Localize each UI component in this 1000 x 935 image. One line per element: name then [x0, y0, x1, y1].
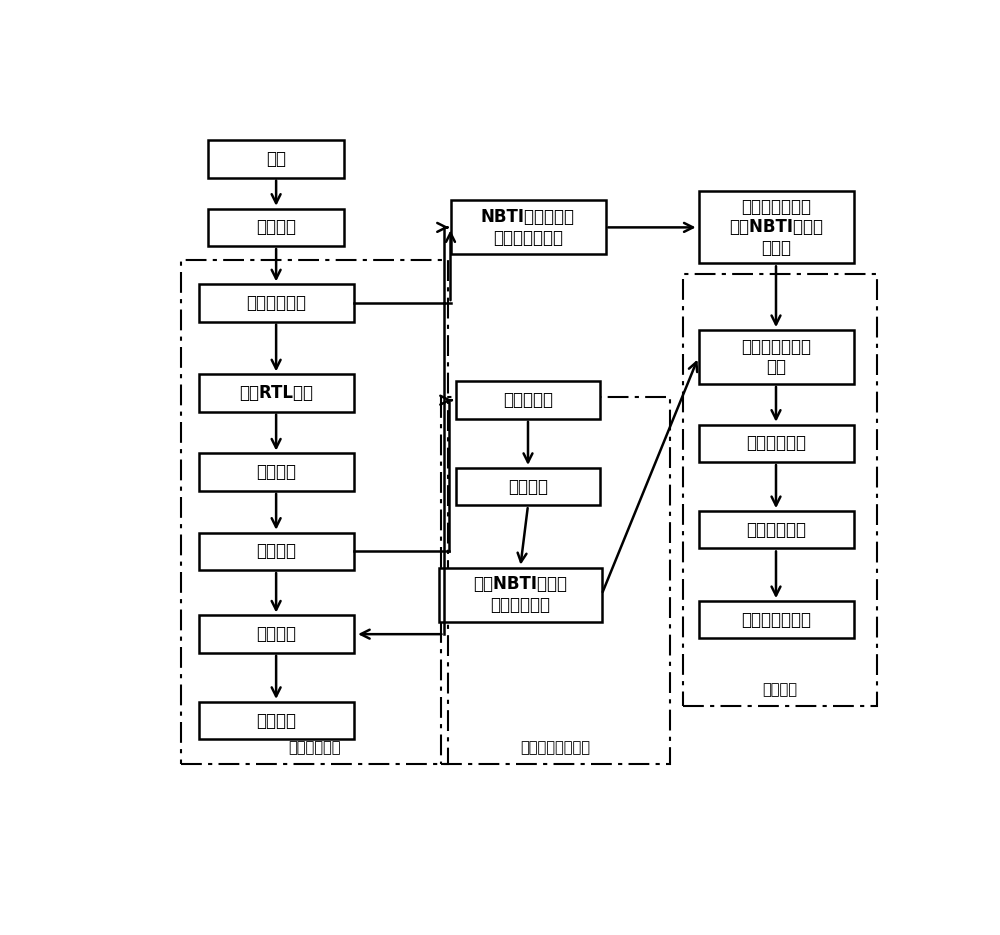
Text: 综合后网表（温
度、NBTI、工作
电压）: 综合后网表（温 度、NBTI、工作 电压）: [729, 197, 823, 257]
Text: 经过NBTI老化后
的延时退化量: 经过NBTI老化后 的延时退化量: [473, 575, 567, 614]
Bar: [456, 468, 600, 505]
Text: 更新的电路网表: 更新的电路网表: [741, 611, 811, 628]
Bar: [698, 192, 854, 264]
Text: 静态时序分析: 静态时序分析: [746, 435, 806, 453]
Bar: [456, 381, 600, 419]
Bar: [199, 374, 354, 411]
Text: 时序分析: 时序分析: [762, 683, 797, 698]
Bar: [451, 200, 606, 254]
Text: 工艺库文件: 工艺库文件: [503, 391, 553, 410]
Text: 单元特征: 单元特征: [508, 478, 548, 496]
Bar: [208, 209, 344, 246]
Bar: [698, 330, 854, 384]
Bar: [181, 260, 448, 764]
Text: 工作负载信号: 工作负载信号: [246, 294, 306, 312]
Text: 关键路径提取: 关键路径提取: [746, 521, 806, 539]
Bar: [683, 274, 877, 706]
Bar: [698, 511, 854, 549]
Text: NBTI老化信息、
温度、工作电压: NBTI老化信息、 温度、工作电压: [481, 208, 575, 247]
Bar: [441, 396, 670, 764]
Text: 门级列表: 门级列表: [256, 542, 296, 560]
Bar: [199, 533, 354, 570]
Bar: [199, 702, 354, 740]
Bar: [199, 453, 354, 491]
Text: 电路: 电路: [266, 150, 286, 168]
Text: 电路RTL代码: 电路RTL代码: [239, 384, 313, 402]
Bar: [698, 601, 854, 639]
Bar: [199, 615, 354, 653]
Text: 性能仿真: 性能仿真: [256, 219, 296, 237]
Bar: [199, 284, 354, 322]
Text: 逻辑仿真: 逻辑仿真: [256, 626, 296, 643]
Text: 信号概率: 信号概率: [256, 712, 296, 729]
Text: 综合工具: 综合工具: [256, 463, 296, 482]
Text: 门级模拟仿真: 门级模拟仿真: [288, 741, 341, 755]
Text: 老化延时退化获取: 老化延时退化获取: [521, 741, 591, 755]
Bar: [208, 140, 344, 178]
Bar: [698, 424, 854, 462]
Text: 插入老化延时退
化量: 插入老化延时退 化量: [741, 338, 811, 377]
Bar: [439, 568, 602, 622]
